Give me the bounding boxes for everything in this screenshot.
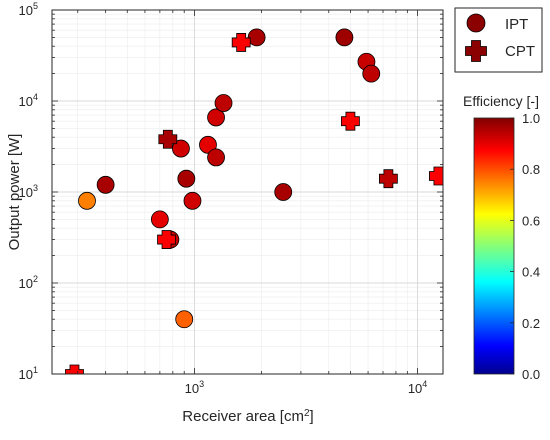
colorbar-tick-label: 0.8 (522, 162, 540, 177)
ipt-marker (207, 108, 225, 127)
colorbar-ticks: 0.0 0.2 0.4 0.6 0.8 1.0 (510, 111, 540, 382)
ipt-marker (175, 310, 194, 329)
cpt-marker (65, 364, 84, 374)
y-tick-label: 101 (19, 365, 38, 382)
cpt-marker (157, 230, 176, 249)
data-markers (65, 28, 443, 374)
ipt-marker (362, 64, 381, 83)
legend: IPT CPT (454, 7, 543, 73)
ipt-marker (207, 148, 225, 167)
y-tick-labels: 101 102 103 104 105 (19, 1, 38, 382)
y-tick-label: 104 (19, 92, 38, 109)
cpt-marker (231, 33, 251, 52)
colorbar-tick-label: 0.4 (522, 265, 540, 280)
ipt-marker (96, 175, 115, 194)
x-tick-label: 104 (408, 379, 427, 396)
ipt-marker (199, 135, 217, 154)
ipt-marker (335, 28, 354, 47)
legend-ipt-label: IPT (505, 16, 528, 33)
ipt-marker (150, 210, 169, 229)
cpt-marker (158, 129, 178, 149)
ipt-marker (247, 28, 266, 47)
cpt-marker (378, 169, 398, 189)
ipt-marker (78, 191, 96, 210)
legend-ipt-marker (466, 13, 486, 33)
ipt-marker (214, 94, 233, 112)
legend-box (454, 7, 543, 73)
major-grid (52, 10, 443, 374)
colorbar-tick-label: 0.2 (522, 316, 540, 331)
y-axis-label: Output power [W] (6, 134, 23, 251)
colorbar-tick-label: 0.0 (522, 367, 540, 382)
legend-cpt-marker (465, 40, 487, 62)
colorbar-tick-label: 1.0 (522, 111, 540, 126)
colorbar-gradient (473, 117, 515, 375)
colorbar-tick-label: 0.6 (522, 213, 540, 228)
cpt-marker (341, 111, 360, 131)
axis-ticks (52, 9, 443, 375)
colorbar-label: Efficiency [-] (463, 93, 539, 109)
colorbar: Efficiency [-] 0.0 0.2 0.4 0.6 0.8 1.0 (463, 93, 540, 382)
ipt-marker (183, 191, 202, 210)
y-tick-label: 103 (19, 183, 38, 200)
x-tick-labels: 103 104 (185, 379, 428, 396)
y-tick-label: 102 (19, 274, 38, 291)
y-tick-label: 105 (19, 1, 38, 18)
x-tick-label: 103 (185, 379, 204, 396)
x-axis-label: Receiver area [cm2] (182, 408, 313, 426)
ipt-marker (177, 169, 196, 188)
ipt-marker (274, 183, 293, 201)
legend-cpt-label: CPT (505, 43, 535, 60)
